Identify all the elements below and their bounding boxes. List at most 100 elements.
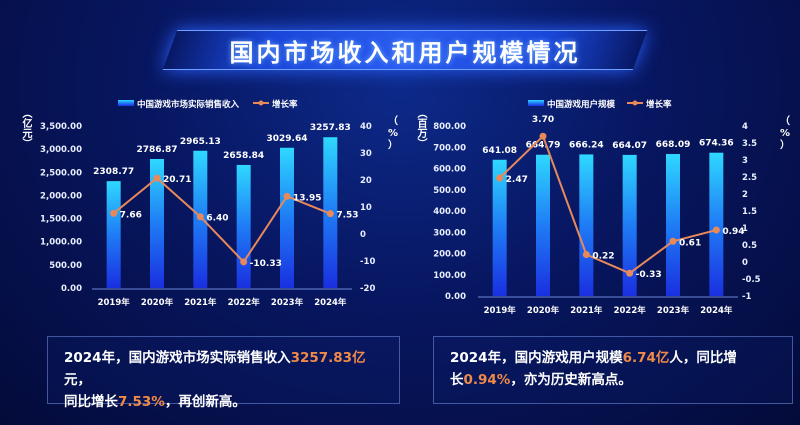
y2-tick-label: 40 — [360, 122, 372, 132]
y2-tick-label: -10 — [360, 257, 375, 267]
growth-rate-line — [113, 176, 331, 264]
y-tick-label: 200.00 — [433, 250, 466, 260]
summary-text: 同比增长 — [64, 394, 118, 410]
y-tick-label: 2,000.00 — [40, 191, 82, 201]
growth-rate-line — [498, 134, 717, 275]
growth-rate-label: 6.40 — [206, 214, 228, 224]
x-tick-label: 2022年 — [614, 305, 647, 316]
y2-tick-label: 2 — [742, 190, 748, 200]
summary-text: ，亦为历史新高点。 — [510, 372, 632, 388]
bar — [709, 152, 724, 296]
bar — [236, 164, 251, 288]
y-tick-label: 600.00 — [433, 165, 466, 175]
growth-rate-label: 0.94 — [722, 227, 744, 237]
x-tick-label: 2019年 — [484, 305, 517, 316]
bar — [106, 181, 121, 288]
growth-rate-point — [539, 132, 547, 140]
y-tick-label: 1,500.00 — [40, 215, 82, 225]
growth-rate-label: -10.33 — [250, 259, 282, 269]
bar — [579, 154, 594, 296]
y-tick-label: 2,500.00 — [40, 168, 82, 178]
bar-value-label: 666.24 — [569, 140, 604, 150]
legend-bar-swatch — [528, 100, 544, 106]
summary-text: 长 — [450, 372, 464, 388]
bar-value-label: 664.79 — [526, 141, 561, 151]
growth-rate-label: 7.66 — [120, 210, 142, 220]
x-tick-label: 2024年 — [700, 305, 733, 316]
x-tick-label: 2022年 — [228, 297, 261, 308]
growth-rate-point — [110, 209, 118, 217]
y-tick-label: 500.00 — [49, 261, 82, 271]
summary-highlight: 7.53% — [118, 394, 165, 410]
summary-text: ，再创新高。 — [164, 394, 246, 410]
y2-tick-label: 3 — [742, 156, 748, 166]
bar-value-label: 641.08 — [482, 146, 517, 156]
growth-rate-label: 2.47 — [506, 175, 528, 185]
growth-rate-point — [196, 213, 204, 221]
y-tick-label: 800.00 — [433, 122, 466, 132]
y-tick-label: 0.00 — [61, 284, 82, 294]
summary-left: 2024年，国内游戏市场实际销售收入3257.83亿元， 同比增长7.53%，再… — [47, 336, 400, 410]
bar-value-label: 3257.83 — [310, 123, 351, 133]
summary-highlight: 6.74亿 — [622, 350, 670, 366]
growth-rate-point — [153, 174, 161, 182]
growth-rate-label: 20.71 — [163, 175, 191, 185]
summary-text: 2024年，国内游戏市场实际销售收入 — [64, 350, 291, 366]
legend-bar-swatch — [118, 100, 134, 106]
legend-label-bars: 中国游戏市场实际销售收入 — [137, 99, 240, 110]
legend-line-marker — [258, 100, 264, 106]
y2-tick-label: 0.5 — [742, 241, 757, 251]
y-axis-unit-users: （百万） — [415, 108, 426, 148]
y-tick-label: 400.00 — [433, 207, 466, 217]
y2-axis-unit: % — [780, 128, 790, 139]
y2-tick-label: 20 — [360, 176, 372, 186]
y-tick-label: 3,000.00 — [40, 145, 82, 155]
x-tick-label: 2024年 — [314, 297, 347, 308]
summary-highlight: 0.94% — [463, 372, 511, 388]
bar — [666, 154, 680, 296]
summary-highlight: 3257.83亿 — [290, 350, 366, 366]
x-tick-label: 2019年 — [98, 297, 131, 308]
y2-tick-label: 4 — [742, 122, 748, 132]
growth-rate-label: 7.53 — [336, 211, 358, 221]
y2-tick-label: 1.5 — [742, 207, 757, 217]
bar-value-label: 668.09 — [656, 140, 691, 150]
x-tick-label: 2021年 — [570, 305, 603, 316]
growth-rate-label: 13.95 — [293, 193, 321, 203]
x-tick-label: 2023年 — [657, 305, 690, 316]
summary-right: 2024年，国内游戏用户规模6.74亿人，同比增 长0.94%，亦为历史新高点。 — [433, 336, 793, 404]
bar — [622, 154, 637, 296]
bar — [150, 159, 164, 288]
y2-tick-label: 1 — [742, 224, 748, 234]
y2-tick-label: 0 — [360, 230, 366, 240]
growth-rate-point — [712, 226, 720, 234]
bar — [536, 154, 550, 296]
growth-rate-point — [283, 192, 291, 200]
page-title: 国内市场收入和用户规模情况 — [229, 38, 581, 67]
x-tick-label: 2021年 — [184, 297, 217, 308]
bar-value-label: 2658.84 — [223, 151, 264, 161]
y2-tick-label: 10 — [360, 203, 372, 213]
y2-tick-label: -0.5 — [742, 275, 761, 285]
growth-rate-label: 0.22 — [592, 252, 614, 262]
growth-rate-point — [496, 174, 504, 182]
y2-axis-unit: ） — [780, 138, 790, 151]
y2-axis-unit: ） — [388, 138, 398, 151]
growth-rate-label: -0.33 — [636, 270, 662, 280]
growth-rate-point — [582, 251, 590, 259]
summary-text: 人，同比增 — [669, 350, 737, 366]
y2-axis-unit: （ — [388, 114, 398, 127]
bar-value-label: 3029.64 — [267, 134, 308, 144]
summary-text: 2024年，国内游戏用户规模 — [450, 350, 623, 366]
bar-value-label: 2965.13 — [180, 137, 221, 147]
x-tick-label: 2020年 — [141, 297, 174, 308]
y-axis-unit-revenue: （亿元） — [20, 108, 31, 148]
x-tick-label: 2020年 — [527, 305, 560, 316]
bar-value-label: 2786.87 — [137, 145, 178, 155]
legend-line-marker — [632, 100, 638, 106]
bar-value-label: 674.36 — [699, 139, 734, 149]
bar-value-label: 2308.77 — [93, 167, 134, 177]
legend-label-line: 增长率 — [646, 99, 672, 110]
y2-tick-label: 0 — [742, 258, 748, 268]
